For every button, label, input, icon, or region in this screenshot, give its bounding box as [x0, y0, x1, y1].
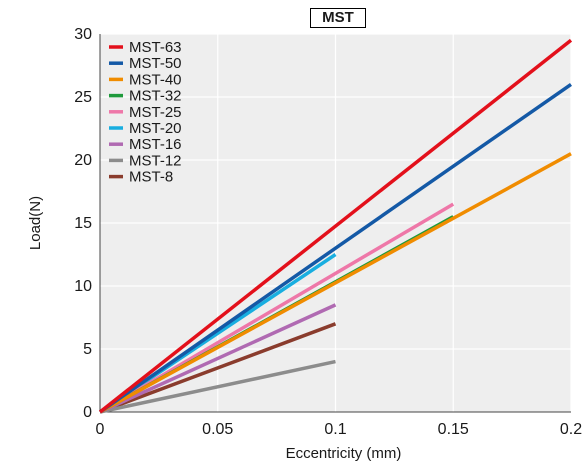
series-line-mst-25 — [99, 202, 455, 414]
x-tick-label: 0 — [96, 421, 105, 438]
legend-label: MST-32 — [129, 88, 182, 105]
legend-label: MST-40 — [129, 71, 182, 88]
legend-label: MST-20 — [129, 120, 182, 137]
series-line-mst-8 — [99, 322, 337, 414]
x-tick-label: 0.05 — [202, 421, 233, 438]
series-line-mst-50 — [99, 82, 572, 414]
legend-label: MST-63 — [129, 39, 182, 56]
y-tick-label: 25 — [74, 89, 92, 106]
legend-label: MST-50 — [129, 55, 182, 72]
y-tick-label: 0 — [83, 404, 92, 421]
y-tick-label: 30 — [74, 26, 92, 43]
series-line-mst-63 — [98, 38, 573, 414]
series-line-mst-12 — [99, 359, 336, 414]
x-axis-label: Eccentricity (mm) — [286, 445, 402, 462]
chart-title: MST — [310, 8, 366, 28]
tick-labels: 0 5 10 15 20 25 30 0 0.05 0.1 0.15 0.2 — [74, 26, 582, 438]
series-line-mst-16 — [99, 303, 337, 414]
series-lines — [98, 38, 573, 414]
x-tick-label: 0.15 — [438, 421, 469, 438]
y-tick-label: 10 — [74, 278, 92, 295]
legend-label: MST-8 — [129, 169, 173, 186]
y-axis-label: Load(N) — [27, 196, 44, 250]
y-tick-label: 5 — [83, 341, 92, 358]
x-tick-label: 0.2 — [560, 421, 582, 438]
legend-label: MST-25 — [129, 104, 182, 121]
y-tick-label: 15 — [74, 215, 92, 232]
legend-label: MST-12 — [129, 152, 182, 169]
series-line-mst-40 — [99, 152, 572, 414]
y-tick-label: 20 — [74, 152, 92, 169]
x-tick-label: 0.1 — [324, 421, 346, 438]
legend: MST-63MST-50MST-40MST-32MST-25MST-20MST-… — [109, 39, 182, 186]
legend-label: MST-16 — [129, 136, 182, 153]
